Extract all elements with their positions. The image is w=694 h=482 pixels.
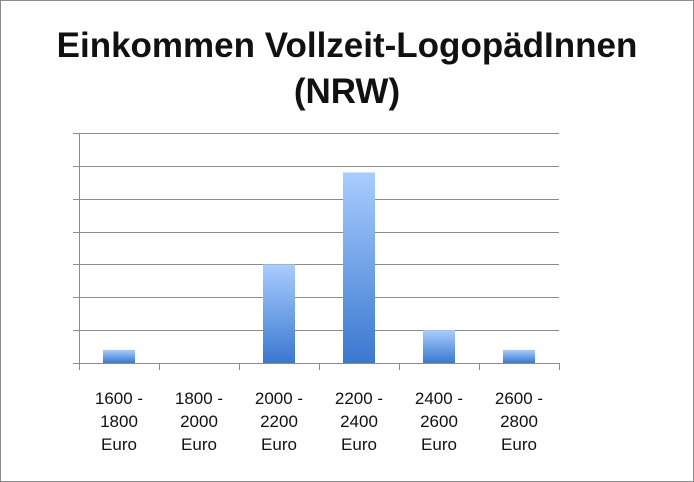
x-tick-label: 2000 -2200 Euro <box>255 389 303 454</box>
x-tick-label: 1600 -1800 Euro <box>95 389 143 454</box>
bar <box>263 264 295 363</box>
x-tick-label: 2400 -2600 Euro <box>415 389 463 454</box>
bar <box>503 349 535 363</box>
chart-title: Einkommen Vollzeit-LogopädInnen (NRW) <box>56 26 638 111</box>
x-tick-label: 1800 -2000 Euro <box>175 389 223 454</box>
x-tick-label: 2600 -2800 Euro <box>495 389 543 454</box>
x-tick-label: 2200 -2400 Euro <box>335 389 383 454</box>
bar <box>343 172 375 363</box>
bar <box>423 330 455 363</box>
bar <box>103 349 135 363</box>
